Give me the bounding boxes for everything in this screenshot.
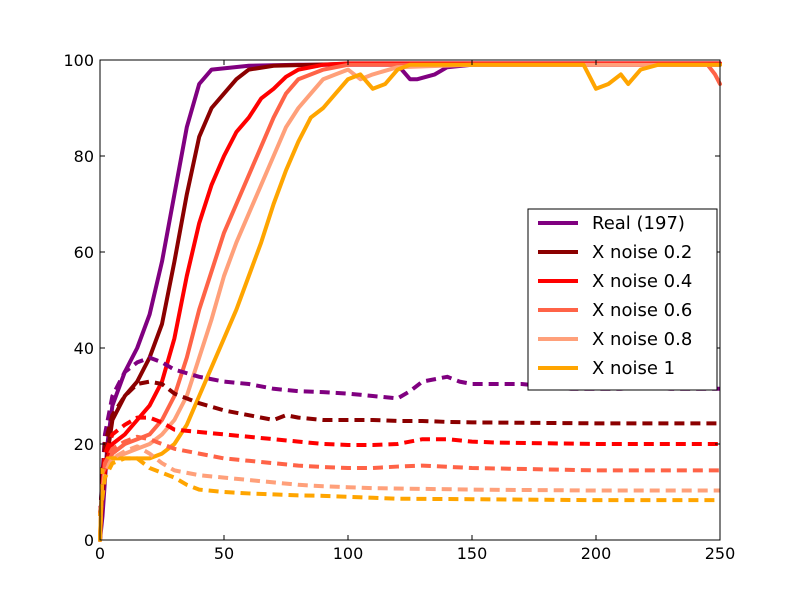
x-tick-label: 200 [581,544,612,563]
y-tick-label: 0 [84,531,94,550]
y-tick-label: 40 [74,339,94,358]
series-line-4 [98,62,722,542]
x-tick-label: 150 [457,544,488,563]
dashed-series-line-10 [98,444,720,517]
legend: Real (197) X noise 0.2 X noise 0.4 X noise … [527,208,718,391]
x-tick-label: 0 [95,544,105,563]
dashed-series-line-11 [98,456,720,517]
series-line-5 [98,62,722,542]
legend-label-2: X noise 0.4 [592,271,692,292]
legend-box [527,208,718,391]
y-tick-label: 100 [63,51,94,70]
x-tick-label: 50 [214,544,234,563]
y-tick-label: 80 [74,147,94,166]
legend-label-1: X noise 0.2 [592,242,692,263]
x-tick-label: 250 [705,544,736,563]
y-tick-label: 60 [74,243,94,262]
legend-label-0: Real (197) [592,213,685,234]
dashed-series-line-8 [98,415,720,517]
plot-frame [99,59,721,541]
series-line-0 [98,62,722,542]
dashed-series-line-7 [98,379,720,517]
x-tick-label: 100 [333,544,364,563]
legend-label-4: X noise 0.8 [592,329,692,350]
y-tick-label: 20 [74,435,94,454]
dashed-series-line-9 [98,434,720,517]
series-layer [98,61,722,542]
series-line-2 [98,61,722,542]
legend-label-5: X noise 1 [592,358,675,379]
tick-layer: 0 50 100 150 200 250 0 20 40 60 80 100 [63,51,735,563]
legend-label-3: X noise 0.6 [592,300,692,321]
